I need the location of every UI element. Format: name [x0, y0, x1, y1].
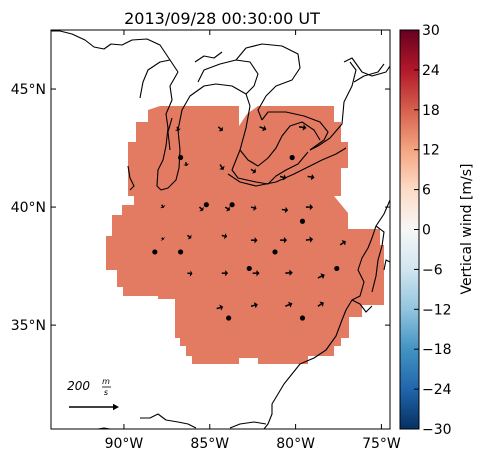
wind-vector	[285, 269, 293, 277]
map-frame	[50, 29, 391, 430]
x-tick-label: 85°W	[190, 436, 229, 452]
wind-vector	[216, 304, 224, 311]
radar-site	[152, 249, 158, 255]
wind-vector	[224, 206, 230, 212]
colorbar: 30 24 18 12 6 0 −6 −12 −18 −24 −30 Vertical wind […	[399, 23, 475, 438]
scale-key-unit-num: m	[102, 377, 110, 386]
y-tick-label: 40°N	[11, 200, 46, 216]
y-tick-label: 35°N	[11, 318, 46, 334]
radar-site	[177, 154, 184, 161]
colorbar-tick-label: −12	[422, 302, 452, 318]
wind-vector	[250, 302, 258, 309]
scale-key-value: 200	[67, 379, 90, 393]
colorbar-tick-label: 0	[422, 223, 431, 239]
chart-title: 2013/09/28 00:30:00 UT	[124, 9, 320, 28]
wind-vector	[217, 126, 223, 132]
y-axis: 35°N 40°N 45°N	[11, 82, 390, 334]
wind-vector	[252, 269, 260, 277]
radar-site	[272, 249, 278, 255]
wind-vector	[183, 162, 190, 166]
radar-site	[226, 315, 232, 321]
y-tick-label: 45°N	[11, 82, 46, 98]
wind-vectors	[159, 124, 346, 311]
colorbar-tick-label: −18	[422, 342, 452, 358]
wind-vector	[219, 164, 225, 170]
x-tick-label: 75°W	[362, 436, 401, 452]
wind-vector	[250, 204, 257, 212]
wind-vector	[305, 236, 314, 243]
wind-vector	[187, 270, 193, 277]
radar-site	[203, 202, 209, 208]
colorbar-label: Vertical wind [m/s]	[459, 164, 475, 295]
colorbar-ticks: 30 24 18 12 6 0 −6 −12 −18 −24 −30	[414, 23, 452, 438]
scale-key: 200 m s	[67, 377, 119, 411]
wind-vector	[250, 168, 256, 174]
scale-arrow	[69, 403, 119, 411]
radar-site	[177, 249, 184, 255]
x-axis: 90°W 85°W 80°W 75°W	[105, 30, 401, 452]
wind-vector	[159, 204, 166, 209]
wind-vector	[305, 203, 314, 211]
colorbar-tick-label: −30	[422, 422, 452, 438]
colorbar-tick-label: 18	[422, 103, 440, 119]
wind-vector	[339, 240, 346, 246]
wind-vector	[317, 301, 324, 307]
wind-vector	[280, 236, 288, 244]
radar-site	[334, 265, 340, 272]
colorbar-tick-label: 24	[422, 63, 440, 79]
radar-site	[246, 265, 252, 272]
wind-vector	[281, 206, 289, 214]
scale-key-unit-den: s	[104, 388, 108, 397]
wind-vector	[307, 173, 315, 181]
coastlines	[51, 30, 390, 429]
colorbar-tick-label: 6	[422, 183, 431, 199]
wind-vector	[221, 232, 228, 240]
scale-arrow-mark	[69, 403, 119, 411]
wind-vector	[187, 234, 192, 240]
radar-site	[289, 154, 295, 161]
wind-vector	[285, 301, 293, 308]
wind-vector	[198, 206, 204, 212]
wind-vector	[160, 236, 166, 242]
wind-vector	[317, 273, 325, 280]
wind-vector	[250, 237, 258, 244]
x-tick-label: 80°W	[276, 436, 315, 452]
wind-vector	[298, 124, 307, 131]
wind-vector	[259, 125, 267, 132]
radar-site	[299, 218, 306, 224]
wind-vector	[221, 269, 229, 277]
wind-vector	[279, 174, 287, 181]
map-plot: 200 m s	[51, 30, 390, 429]
colorbar-tick-label: 12	[422, 143, 440, 159]
coverage-field	[106, 106, 384, 364]
radar-sites	[152, 154, 340, 321]
colorbar-tick-label: −6	[422, 262, 443, 278]
radar-site	[229, 202, 235, 208]
colorbar-tick-label: −24	[422, 382, 452, 398]
colorbar-tick-label: 30	[422, 23, 440, 39]
radar-site	[299, 315, 306, 321]
x-tick-label: 90°W	[105, 436, 144, 452]
wind-vector	[174, 126, 181, 132]
